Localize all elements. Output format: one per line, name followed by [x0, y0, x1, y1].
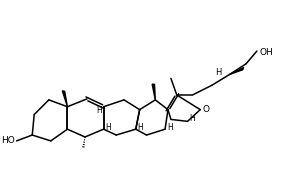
Text: H: H: [105, 123, 111, 132]
Polygon shape: [229, 67, 244, 74]
Polygon shape: [62, 91, 67, 107]
Text: H: H: [96, 106, 102, 115]
Text: H: H: [138, 123, 144, 132]
Text: H: H: [190, 114, 195, 123]
Text: H: H: [215, 68, 222, 77]
Text: OH: OH: [260, 48, 274, 57]
Text: HO: HO: [1, 136, 15, 145]
Text: H: H: [167, 123, 173, 132]
Polygon shape: [152, 84, 155, 100]
Text: O: O: [202, 105, 209, 114]
